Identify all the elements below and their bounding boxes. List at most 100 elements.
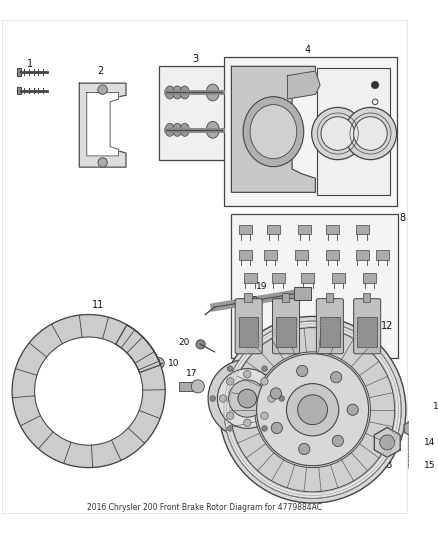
Polygon shape	[12, 314, 165, 467]
Circle shape	[227, 426, 233, 431]
Circle shape	[227, 366, 233, 372]
Ellipse shape	[165, 86, 174, 99]
Text: 9: 9	[252, 296, 258, 305]
Text: 11: 11	[92, 300, 104, 310]
Bar	[320, 317, 339, 347]
FancyBboxPatch shape	[235, 298, 262, 354]
Circle shape	[229, 380, 266, 417]
Bar	[159, 66, 231, 160]
Bar	[326, 250, 339, 260]
Circle shape	[244, 419, 251, 426]
Circle shape	[380, 435, 395, 450]
Circle shape	[98, 158, 107, 167]
Text: 8: 8	[399, 213, 405, 223]
Circle shape	[271, 422, 283, 433]
Circle shape	[219, 317, 406, 503]
Circle shape	[226, 412, 234, 419]
Circle shape	[98, 85, 107, 94]
FancyBboxPatch shape	[316, 298, 343, 354]
Polygon shape	[287, 71, 320, 99]
Bar	[363, 273, 376, 283]
Bar	[356, 225, 369, 235]
Circle shape	[226, 378, 234, 385]
Circle shape	[321, 117, 355, 150]
Bar	[239, 317, 258, 347]
Bar	[179, 382, 194, 391]
Bar	[295, 250, 308, 260]
Text: 3: 3	[192, 54, 198, 64]
Circle shape	[344, 108, 396, 160]
Circle shape	[279, 395, 285, 401]
Bar	[17, 68, 21, 76]
Circle shape	[257, 354, 369, 466]
Text: 1: 1	[27, 60, 33, 69]
Ellipse shape	[173, 86, 182, 99]
Ellipse shape	[173, 123, 182, 136]
Bar	[317, 68, 390, 195]
Circle shape	[371, 81, 379, 88]
Bar	[264, 250, 277, 260]
Ellipse shape	[250, 104, 297, 159]
Bar	[224, 57, 396, 206]
FancyBboxPatch shape	[272, 298, 300, 354]
Bar	[282, 293, 289, 302]
Text: 10: 10	[168, 359, 179, 368]
Circle shape	[261, 412, 268, 419]
Ellipse shape	[243, 96, 304, 167]
Circle shape	[268, 395, 275, 402]
Circle shape	[191, 380, 205, 393]
Bar	[326, 225, 339, 235]
Bar	[244, 273, 257, 283]
Bar	[231, 214, 398, 358]
Circle shape	[230, 328, 395, 492]
Circle shape	[262, 366, 267, 372]
Text: 5: 5	[319, 71, 325, 80]
Circle shape	[262, 426, 267, 431]
Text: 2: 2	[98, 66, 104, 76]
Circle shape	[210, 395, 215, 401]
Bar	[301, 273, 314, 283]
Circle shape	[286, 384, 339, 436]
Circle shape	[299, 443, 310, 455]
Circle shape	[238, 389, 257, 408]
Circle shape	[217, 369, 277, 429]
Circle shape	[298, 395, 328, 425]
Circle shape	[208, 359, 286, 438]
Text: 7: 7	[380, 73, 385, 82]
Text: 15: 15	[424, 461, 435, 470]
Bar	[267, 225, 280, 235]
Polygon shape	[87, 92, 119, 156]
Bar	[326, 293, 333, 302]
Circle shape	[153, 358, 164, 369]
Circle shape	[331, 372, 342, 383]
Bar	[376, 250, 389, 260]
Bar	[239, 250, 252, 260]
Text: 17: 17	[186, 369, 197, 378]
Text: 18: 18	[381, 460, 393, 470]
Bar	[294, 287, 311, 300]
Circle shape	[297, 366, 308, 377]
Circle shape	[410, 405, 420, 414]
Bar	[357, 317, 377, 347]
Text: 12: 12	[381, 321, 393, 331]
Ellipse shape	[206, 84, 219, 101]
FancyBboxPatch shape	[353, 298, 381, 354]
Text: 14: 14	[424, 438, 435, 447]
Bar	[276, 317, 296, 347]
Ellipse shape	[180, 123, 189, 136]
Circle shape	[270, 388, 282, 399]
Text: 4: 4	[305, 45, 311, 54]
Polygon shape	[374, 427, 400, 457]
Circle shape	[255, 352, 371, 467]
Polygon shape	[231, 66, 315, 192]
Circle shape	[332, 435, 343, 447]
Circle shape	[219, 395, 227, 402]
Polygon shape	[404, 421, 417, 436]
Circle shape	[353, 117, 387, 150]
Text: 16: 16	[241, 445, 254, 455]
Ellipse shape	[165, 123, 174, 136]
Bar	[356, 250, 369, 260]
Circle shape	[196, 340, 205, 349]
Circle shape	[261, 378, 268, 385]
Bar	[17, 87, 21, 94]
